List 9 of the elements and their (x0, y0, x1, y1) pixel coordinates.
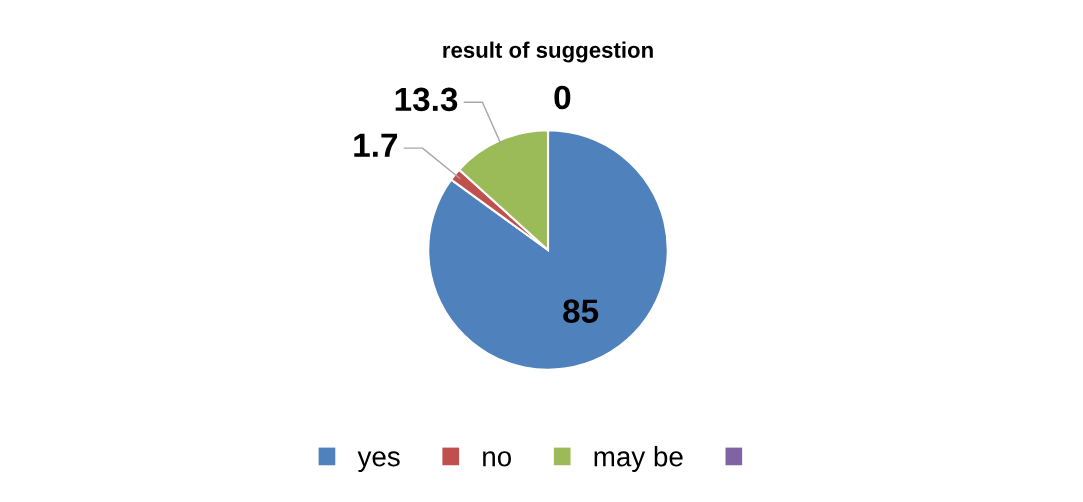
pie-slice (427, 129, 669, 371)
legend-label: may be (594, 446, 683, 472)
legend-label: yes (357, 451, 400, 472)
text: 0 (554, 85, 571, 110)
chart-title: result of suggestion (443, 41, 653, 63)
legend-label: no (483, 451, 512, 467)
data-label: 1.7 (354, 133, 398, 157)
data-label: 13.3 (395, 87, 458, 112)
data-label: 85 (563, 299, 599, 323)
